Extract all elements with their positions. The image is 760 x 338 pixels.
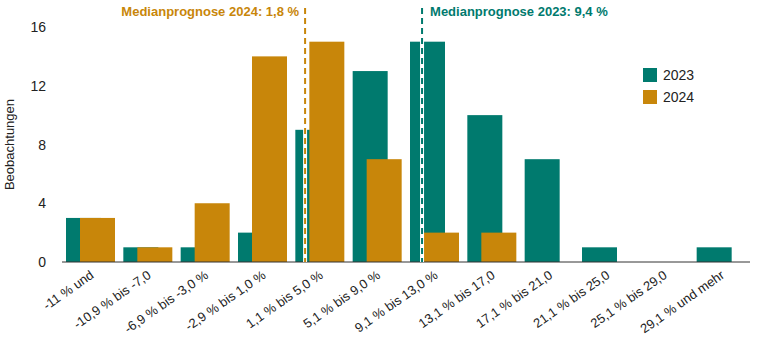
x-axis-line (62, 262, 750, 263)
y-tick-label: 4 (38, 195, 46, 211)
median-line-halo (420, 8, 424, 262)
bar (697, 247, 732, 262)
x-tick-label: 29,1 % und mehr (637, 267, 727, 336)
y-tick-label: 16 (30, 19, 46, 35)
bar (424, 233, 459, 262)
bars (66, 42, 732, 262)
y-tick-label: 12 (30, 78, 46, 94)
median-line-halo (303, 8, 307, 262)
y-tick-label: 8 (38, 137, 46, 153)
bar (481, 233, 516, 262)
bar (195, 203, 230, 262)
median-line (421, 8, 423, 262)
median-label: Medianprognose 2023: 9,4 % (430, 4, 608, 19)
bar (137, 247, 172, 262)
median-label: Medianprognose 2024: 1,8 % (121, 4, 299, 19)
legend-label: 2023 (663, 67, 694, 83)
bar (367, 159, 402, 262)
bar (525, 159, 560, 262)
bar (252, 56, 287, 262)
y-tick-label: 0 (38, 254, 46, 270)
bar (582, 247, 617, 262)
legend: 2023 2024 (643, 67, 694, 105)
bar (410, 42, 445, 262)
legend-swatch (643, 90, 657, 104)
median-line (304, 8, 306, 262)
bar (80, 218, 115, 262)
chart: Beobachtungen0481216-11 % und-10,9 % bis… (0, 0, 760, 338)
legend-label: 2024 (663, 89, 694, 105)
y-axis-label: Beobachtungen (2, 99, 17, 190)
legend-swatch (643, 68, 657, 82)
bar (309, 42, 344, 262)
